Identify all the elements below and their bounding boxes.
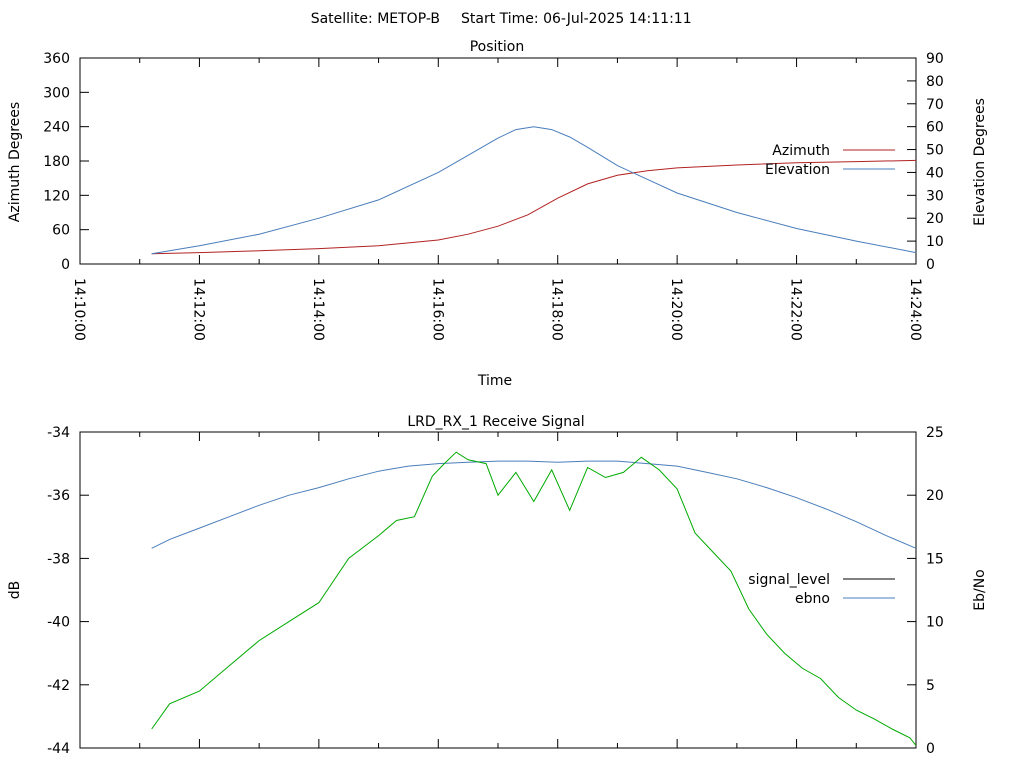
y-tick-label: 240	[43, 120, 70, 136]
y2-tick-label: 30	[926, 188, 944, 204]
header-satellite: Satellite: METOP-B	[311, 11, 440, 27]
x-tick-label: 14:22:00	[788, 278, 804, 341]
y2-tick-label: 50	[926, 143, 944, 159]
y-tick-label: 180	[43, 154, 70, 170]
legend-label: signal_level	[748, 572, 830, 588]
y2-tick-label: 60	[926, 120, 944, 136]
legend-label: Elevation	[765, 162, 830, 178]
y-tick-label: 300	[43, 85, 70, 101]
series-line	[151, 159, 917, 255]
signal-y2label: Eb/No	[972, 569, 988, 611]
y2-tick-label: 20	[926, 488, 944, 504]
y-tick-label: 60	[52, 223, 70, 239]
plot-frame	[79, 57, 917, 265]
y-tick-label: -44	[47, 741, 70, 757]
x-tick-label: 14:20:00	[668, 278, 684, 341]
position-y2label: Elevation Degrees	[972, 98, 988, 226]
y-tick-label: 0	[61, 257, 70, 273]
series-line	[151, 126, 917, 255]
y2-tick-label: 70	[926, 97, 944, 113]
series-line	[151, 451, 917, 746]
signal-chart: -44 -42 -40 -38 -36 -34 0 5 10 15 20 25 signal_level…	[47, 425, 944, 757]
x-tick-label: 14:10:00	[71, 278, 87, 341]
y2-tick-label: 40	[926, 165, 944, 181]
plot-frame	[79, 431, 917, 749]
y2-tick-label: 10	[926, 615, 944, 631]
y2-tick-label: 20	[926, 211, 944, 227]
y2-tick-label: 15	[926, 551, 944, 567]
x-tick-label: 14:16:00	[429, 278, 445, 341]
legend-label: Azimuth	[772, 143, 830, 159]
position-ylabel: Azimuth Degrees	[7, 102, 23, 222]
legend-label: ebno	[795, 591, 830, 607]
position-xlabel: Time	[477, 373, 512, 389]
y-tick-label: -42	[47, 678, 70, 694]
series-line	[151, 460, 917, 549]
y2-tick-label: 5	[926, 678, 935, 694]
position-title: Position	[470, 39, 525, 55]
y2-tick-label: 0	[926, 741, 935, 757]
y2-tick-label: 90	[926, 51, 944, 67]
y2-tick-label: 80	[926, 74, 944, 90]
y-tick-label: -38	[47, 551, 70, 567]
header-start-time: Start Time: 06-Jul-2025 14:11:11	[461, 11, 692, 27]
x-tick-label: 14:18:00	[549, 278, 565, 341]
position-chart: 14:10:00 14:12:00 14:14:00 14:16:00 14:18:00…	[43, 51, 944, 341]
signal-ylabel: dB	[7, 581, 23, 600]
y-tick-label: 360	[43, 51, 70, 67]
y2-tick-label: 25	[926, 425, 944, 441]
y-tick-label: -34	[47, 425, 70, 441]
x-tick-label: 14:12:00	[190, 278, 206, 341]
x-tick-label: 14:14:00	[310, 278, 326, 341]
x-tick-label: 14:24:00	[907, 278, 923, 341]
y2-tick-label: 10	[926, 234, 944, 250]
y-tick-label: -40	[47, 615, 70, 631]
y-tick-label: 120	[43, 188, 70, 204]
y-tick-label: -36	[47, 488, 70, 504]
y2-tick-label: 0	[926, 257, 935, 273]
signal-title: LRD_RX_1 Receive Signal	[407, 414, 584, 430]
